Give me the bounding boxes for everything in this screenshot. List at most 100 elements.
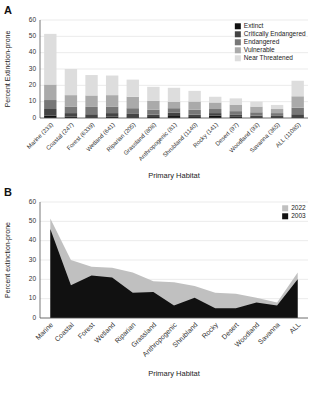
grid-line xyxy=(40,85,308,86)
legend-swatch xyxy=(282,213,288,219)
bar-segment xyxy=(127,108,139,114)
marks xyxy=(44,34,304,118)
legend: ExtinctCritically EndangeredEndangeredVu… xyxy=(235,22,306,61)
y-axis-label: Percent Extinction-prone xyxy=(4,31,12,108)
bar-segment xyxy=(168,88,180,102)
grid-line xyxy=(40,240,308,241)
bar-segment xyxy=(250,112,262,115)
legend-label: Critically Endangered xyxy=(244,30,306,38)
bar-segment xyxy=(85,75,97,95)
bar-segment xyxy=(147,101,159,110)
bar-segment xyxy=(147,87,159,101)
bar-segment xyxy=(250,116,262,118)
x-tick-label: Savanna xyxy=(257,321,282,346)
bar-segment xyxy=(292,114,304,117)
marks xyxy=(50,218,297,318)
bar-segment xyxy=(271,109,283,113)
panel-label: A xyxy=(4,4,12,16)
y-tick-label: 30 xyxy=(29,65,37,72)
bar-segment xyxy=(127,114,139,117)
x-tick-label: Anthropogenic xyxy=(141,321,179,359)
x-tick-label: Woodland xyxy=(233,321,260,348)
bar-segment xyxy=(85,107,97,114)
grid-line xyxy=(40,69,308,70)
bar-segment xyxy=(168,113,180,116)
x-tick-label: Marine xyxy=(34,321,54,341)
y-tick-label: 0 xyxy=(32,114,36,121)
x-tick-label: Savanna (365) xyxy=(249,122,281,154)
y-axis xyxy=(40,20,41,118)
panel: 0102030405060Marine (233)Coastal (247)Fo… xyxy=(4,4,308,180)
bar-segment xyxy=(106,113,118,117)
legend-label: Vulnerable xyxy=(244,46,275,53)
bar-segment xyxy=(209,109,221,113)
bar-segment xyxy=(230,111,242,114)
bar-segment xyxy=(127,97,139,108)
legend-swatch xyxy=(235,31,241,37)
bar-segment xyxy=(230,98,242,104)
background xyxy=(0,0,316,400)
legend-swatch xyxy=(235,23,241,29)
bar-segment xyxy=(209,113,221,115)
legend-label: 2003 xyxy=(291,212,306,219)
bar-segment xyxy=(188,110,200,115)
bar-segment xyxy=(65,107,77,114)
bar-segment xyxy=(292,108,304,115)
grid-line xyxy=(40,221,308,222)
legend-swatch xyxy=(235,47,241,53)
bar-segment xyxy=(209,97,221,103)
grid-line xyxy=(40,202,308,203)
bar-segment xyxy=(106,107,118,114)
bar-segment xyxy=(209,102,221,109)
y-tick-label: 50 xyxy=(29,217,37,224)
area xyxy=(50,229,297,318)
bar-segment xyxy=(168,102,180,109)
bar-segment xyxy=(44,109,56,116)
bar-segment xyxy=(44,100,56,109)
grid-line xyxy=(40,260,308,261)
bar-segment xyxy=(65,95,77,106)
x-axis-label: Primary Habitat xyxy=(148,171,201,180)
bar-segment xyxy=(65,113,77,117)
bar-segment xyxy=(168,108,180,113)
x-tick-label: Shrubland (1140) xyxy=(162,122,199,159)
y-tick-label: 10 xyxy=(29,97,37,104)
legend-label: Near Threatened xyxy=(244,54,293,61)
bar-segment xyxy=(271,113,283,116)
y-tick-label: 30 xyxy=(29,256,37,263)
legend-swatch xyxy=(235,55,241,61)
y-axis xyxy=(40,202,41,318)
bar-segment xyxy=(85,95,97,106)
legend-label: 2022 xyxy=(291,204,306,211)
y-tick-label: 20 xyxy=(29,81,37,88)
legend-swatch xyxy=(282,205,288,211)
legend: 20222003 xyxy=(282,204,306,219)
y-tick-label: 0 xyxy=(32,314,36,321)
bar-segment xyxy=(271,105,283,109)
x-axis xyxy=(40,118,308,119)
bar-segment xyxy=(127,80,139,97)
x-tick-label: ALL (11085) xyxy=(274,122,301,149)
area xyxy=(50,218,297,318)
x-tick-label: Desert xyxy=(220,321,240,341)
grid-line xyxy=(40,20,308,21)
bar-segment xyxy=(106,95,118,106)
y-tick-label: 50 xyxy=(29,32,37,39)
x-tick-label: Forest xyxy=(77,321,96,340)
x-axis xyxy=(40,318,308,319)
grid-line xyxy=(40,118,308,119)
bar-segment xyxy=(65,69,77,95)
bar-segment xyxy=(188,91,200,102)
legend-label: Endangered xyxy=(244,38,280,46)
grid-line xyxy=(40,318,308,319)
figure: 0102030405060Marine (233)Coastal (247)Fo… xyxy=(0,0,316,400)
bar-segment xyxy=(85,114,97,117)
bar-segment xyxy=(188,115,200,117)
x-tick-label: Coastal xyxy=(53,321,75,343)
panel-label: B xyxy=(4,186,12,198)
bar-segment xyxy=(147,115,159,117)
x-axis-label: Primary Habitat xyxy=(148,369,201,378)
y-tick-label: 40 xyxy=(29,48,37,55)
bar-segment xyxy=(250,102,262,107)
y-tick-label: 20 xyxy=(29,275,37,282)
